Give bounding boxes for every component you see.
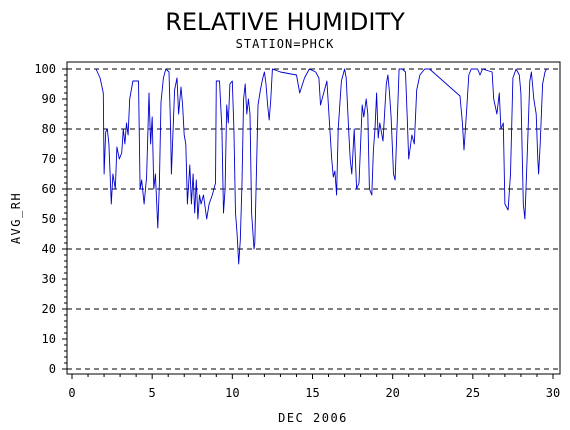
x-tick-label-25: 25 (466, 386, 480, 400)
y-tick-label-50: 50 (42, 212, 56, 226)
x-tick-label-10: 10 (225, 386, 239, 400)
chart-title: RELATIVE HUMIDITY (165, 8, 405, 36)
chart-subtitle: STATION=PHCK (236, 37, 335, 51)
y-tick-label-40: 40 (42, 242, 56, 256)
y-axis-label: AVG_RH (9, 192, 23, 244)
x-axis: 0 5 10 15 20 25 30 (68, 374, 560, 400)
y-tick-label-80: 80 (42, 122, 56, 136)
x-tick-label-30: 30 (546, 386, 560, 400)
reference-lines (67, 68, 560, 370)
series-group (95, 68, 548, 265)
series-line-0 (95, 68, 548, 265)
y-tick-label-70: 70 (42, 152, 56, 166)
y-tick-label-10: 10 (42, 332, 56, 346)
x-tick-label-0: 0 (68, 386, 75, 400)
y-axis: 0 10 20 30 40 50 60 70 80 90 100 (34, 62, 67, 376)
x-tick-label-5: 5 (149, 386, 156, 400)
y-tick-label-0: 0 (49, 362, 56, 376)
x-tick-label-15: 15 (305, 386, 319, 400)
y-tick-label-90: 90 (42, 92, 56, 106)
y-tick-label-30: 30 (42, 272, 56, 286)
x-tick-label-20: 20 (385, 386, 399, 400)
y-tick-label-20: 20 (42, 302, 56, 316)
plot-frame (66, 61, 561, 375)
y-tick-label-100: 100 (34, 62, 56, 76)
y-tick-label-60: 60 (42, 182, 56, 196)
x-axis-label: DEC 2006 (278, 411, 348, 425)
